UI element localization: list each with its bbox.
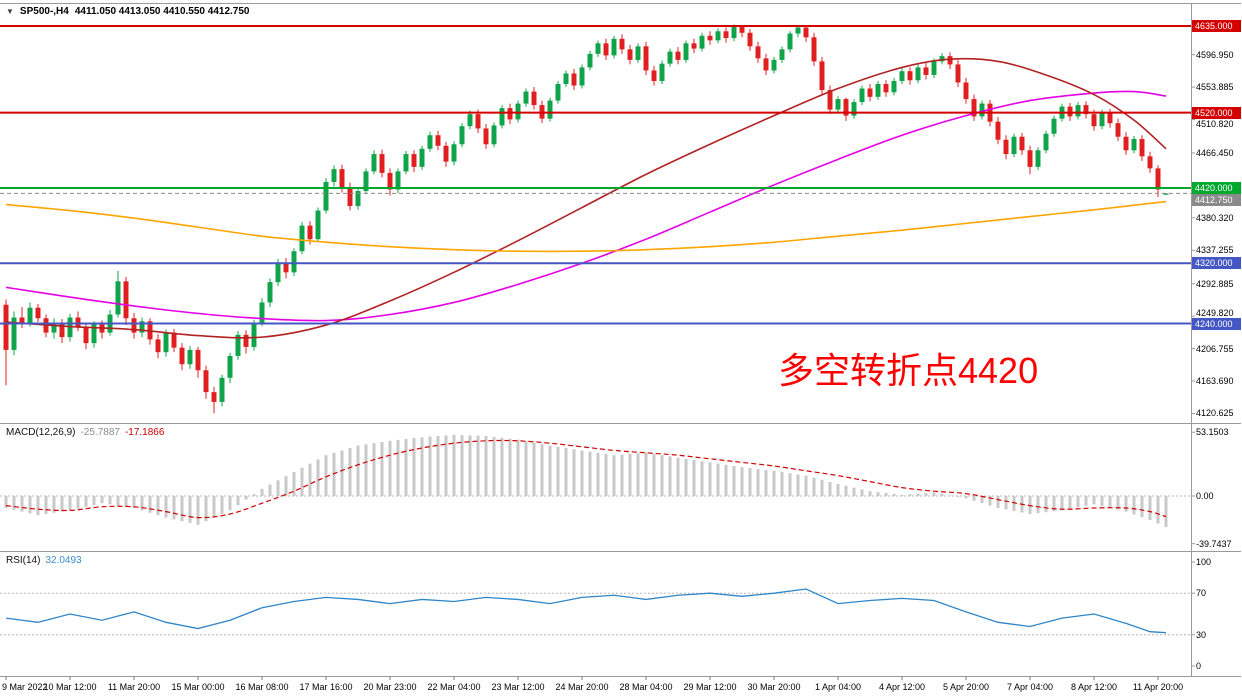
chart-annotation-text[interactable]: 多空转折点4420 <box>778 350 1039 391</box>
macd-signal-line <box>5 439 1167 519</box>
macd-name: MACD(12,26,9) <box>6 427 76 438</box>
rsi-name: RSI(14) <box>6 555 41 566</box>
rsi-line <box>5 588 1167 634</box>
ma-orange[interactable] <box>5 200 1167 253</box>
ohlc-values: 4411.050 4413.050 4410.550 4412.750 <box>74 6 250 17</box>
rsi-indicator-label: RSI(14) 32.0493 <box>6 555 87 566</box>
macd-histogram <box>4 434 1168 527</box>
macd-signal-value: -17.1866 <box>124 427 165 438</box>
macd-main-value: -25.7887 <box>80 427 120 438</box>
ma-magenta[interactable] <box>5 90 1167 322</box>
macd-indicator-label: MACD(12,26,9) -25.7887 -17.1866 <box>6 427 169 438</box>
chart-title: ▼ SP500-,H4 4411.050 4413.050 4410.550 4… <box>6 6 249 17</box>
rsi-value: 32.0493 <box>45 555 82 566</box>
collapse-chart-icon[interactable]: ▼ <box>6 7 14 16</box>
ma-slow-red[interactable] <box>5 57 1167 339</box>
symbol-period-label: SP500-,H4 <box>19 6 69 17</box>
